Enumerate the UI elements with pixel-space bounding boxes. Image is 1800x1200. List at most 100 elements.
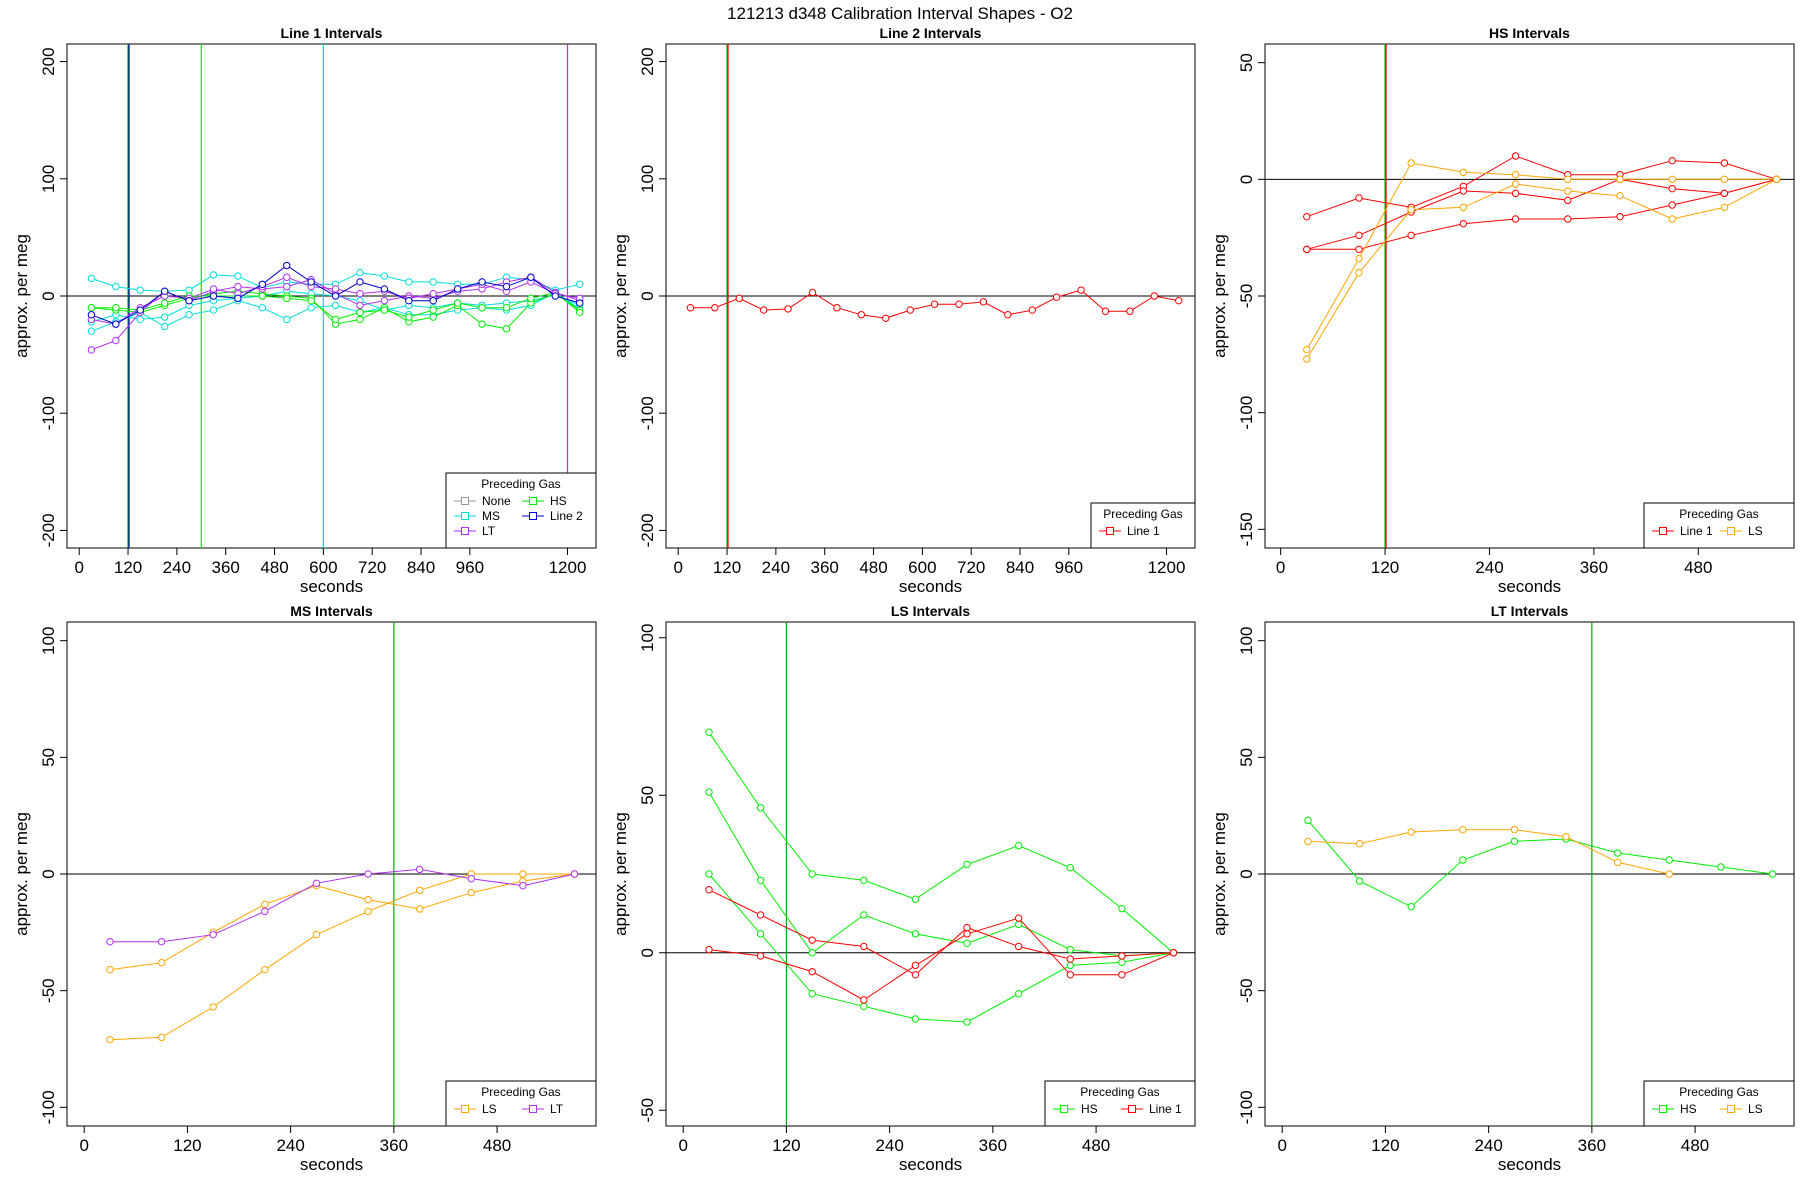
data-point [1511, 215, 1520, 223]
x-tick-label: 240 [762, 558, 790, 577]
legend-box [445, 472, 597, 549]
data-point [705, 886, 713, 894]
data-point [1169, 949, 1178, 957]
data-point [1564, 196, 1572, 205]
data-point [1459, 825, 1467, 834]
panel-title: LS Intervals [891, 603, 971, 619]
data-point [1004, 311, 1012, 319]
data-point [711, 304, 719, 312]
main-title: 121213 d348 Calibration Interval Shapes … [727, 4, 1073, 23]
data-point [429, 313, 437, 321]
series-line [109, 873, 575, 971]
data-point [1014, 914, 1023, 922]
data-point [415, 865, 424, 874]
legend-marker [461, 497, 469, 505]
legend-marker [1128, 1105, 1136, 1113]
series-line [110, 868, 575, 943]
data-point [1665, 870, 1673, 878]
reference-lines [666, 44, 1195, 548]
series-line [109, 873, 575, 1041]
data-point [759, 306, 768, 314]
y-tick-label: 200 [638, 47, 657, 75]
data-point [380, 272, 389, 280]
data-point [429, 296, 437, 305]
data-point [136, 306, 144, 314]
data-point [87, 304, 96, 312]
data-point [415, 905, 424, 913]
data-point [1616, 175, 1624, 184]
data-point [405, 296, 413, 305]
data-point [1613, 858, 1622, 867]
data-point [467, 888, 475, 897]
y-tick-label: 50 [39, 748, 58, 767]
y-tick-label: 0 [1237, 869, 1256, 878]
data-point [261, 907, 269, 916]
data-point [106, 965, 114, 974]
data-point [283, 294, 291, 303]
data-point [1118, 958, 1126, 966]
x-axis-label: seconds [300, 1155, 363, 1174]
legend-marker [1106, 527, 1114, 535]
series-line [708, 873, 1174, 1023]
data-point [1407, 231, 1415, 240]
y-tick-label: -50 [1237, 978, 1256, 1003]
data-point [1355, 268, 1363, 277]
data-point [106, 937, 114, 946]
legend-label: None [482, 494, 511, 508]
x-tick-label: 1200 [549, 558, 587, 577]
data-point [1768, 870, 1777, 878]
data-point [380, 296, 389, 305]
data-point [283, 282, 291, 291]
data-point [963, 939, 971, 947]
legend-marker [529, 1105, 537, 1113]
data-point [209, 271, 218, 279]
data-point [429, 278, 437, 286]
data-point [833, 304, 841, 312]
x-tick-label: 0 [673, 558, 682, 577]
legend-label: Line 1 [1680, 524, 1713, 538]
data-point [705, 870, 713, 878]
panel-title: Line 1 Intervals [281, 25, 383, 41]
data-point [1459, 219, 1468, 228]
series-line [1306, 155, 1777, 218]
panel-title: HS Intervals [1489, 25, 1570, 41]
data-point [364, 895, 372, 904]
series-line [1307, 819, 1773, 908]
data-point [1355, 877, 1364, 885]
data-point [356, 301, 364, 310]
y-tick-label: -150 [1237, 512, 1256, 546]
data-point [356, 268, 364, 277]
panel-title: Line 2 Intervals [880, 25, 982, 41]
data-point [963, 930, 971, 938]
data-point [87, 311, 96, 319]
series-line [708, 917, 1174, 1001]
data-point [429, 289, 437, 298]
data-point [209, 930, 217, 939]
data-point [860, 876, 868, 884]
x-tick-label: 960 [456, 558, 484, 577]
data-point [860, 996, 868, 1004]
x-tick-label: 240 [875, 1136, 903, 1155]
data-point [160, 287, 169, 296]
data-point [1303, 245, 1311, 254]
plot-frame [665, 621, 1196, 1127]
legend-title: Preceding Gas [1080, 1085, 1159, 1099]
data-point [735, 294, 743, 303]
series-line [708, 732, 1174, 954]
series-group [87, 261, 584, 354]
data-point [911, 895, 920, 903]
data-point [185, 296, 193, 305]
y-tick-label: 0 [39, 291, 58, 300]
data-point [283, 273, 291, 281]
legend: Preceding Gas Line 1 LS [1643, 502, 1795, 549]
series-line [1306, 178, 1777, 250]
reference-lines [1265, 622, 1794, 1126]
data-point [756, 930, 765, 938]
y-tick-label: 100 [638, 624, 657, 652]
legend-marker [461, 512, 469, 520]
data-point [429, 306, 437, 314]
data-point [1510, 825, 1519, 834]
data-point [331, 301, 340, 310]
y-tick-label: 0 [1237, 175, 1256, 184]
data-point [1459, 187, 1468, 195]
